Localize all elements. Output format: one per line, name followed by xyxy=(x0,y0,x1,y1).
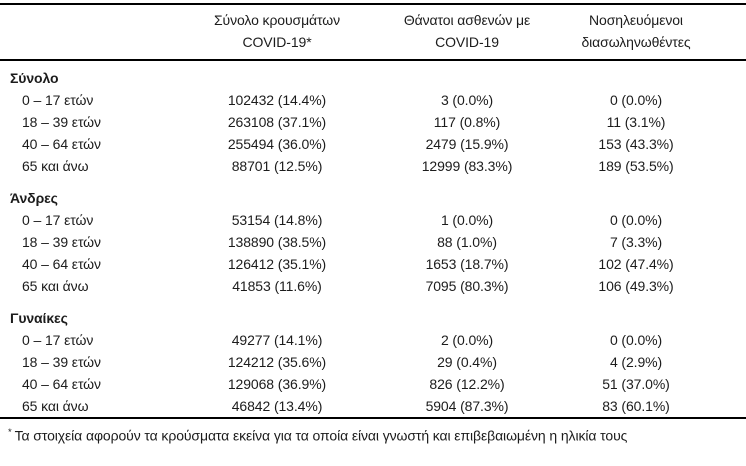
deaths-value: 1 (0.0%) xyxy=(440,212,494,228)
deaths-value: 826 (12.2%) xyxy=(429,376,505,392)
cases-value: 102432 (14.4%) xyxy=(227,92,327,108)
age-label: 18 – 39 ετών xyxy=(22,234,101,250)
section-women: Γυναίκες 0 – 17 ετών 49277 (14.1%) 2 (0.… xyxy=(0,307,746,417)
section-women-label: Γυναίκες xyxy=(10,310,68,326)
intubated-value: 51 (37.0%) xyxy=(602,376,670,392)
intubated-value: 102 (47.4%) xyxy=(598,256,674,272)
table-row: 18 – 39 ετών 138890 (38.5%) 88 (1.0%) 7 … xyxy=(0,231,746,253)
table-row: 0 – 17 ετών 49277 (14.1%) 2 (0.0%) 0 (0.… xyxy=(0,329,746,351)
table-row: 0 – 17 ετών 53154 (14.8%) 1 (0.0%) 0 (0.… xyxy=(0,209,746,231)
age-label: 65 και άνω xyxy=(22,158,89,174)
cases-value: 46842 (13.4%) xyxy=(231,398,323,414)
intubated-value: 11 (3.1%) xyxy=(606,114,666,130)
header-intubated-line1: Νοσηλευόμενοι xyxy=(589,12,683,28)
age-label: 0 – 17 ετών xyxy=(22,212,94,228)
section-men: Άνδρες 0 – 17 ετών 53154 (14.8%) 1 (0.0%… xyxy=(0,187,746,297)
table-row: 40 – 64 ετών 126412 (35.1%) 1653 (18.7%)… xyxy=(0,253,746,275)
intubated-value: 83 (60.1%) xyxy=(602,398,670,414)
section-men-label: Άνδρες xyxy=(10,190,58,206)
table-row: 0 – 17 ετών 102432 (14.4%) 3 (0.0%) 0 (0… xyxy=(0,89,746,111)
age-label: 65 και άνω xyxy=(22,398,89,414)
age-label: 65 και άνω xyxy=(22,278,89,294)
age-label: 40 – 64 ετών xyxy=(22,376,101,392)
table-header-row: Σύνολο κρουσμάτων COVID-19* Θάνατοι ασθε… xyxy=(0,5,746,59)
table-row: 65 και άνω 41853 (11.6%) 7095 (80.3%) 10… xyxy=(0,275,746,297)
deaths-value: 117 (0.8%) xyxy=(433,114,501,130)
header-cases-column: Σύνολο κρουσμάτων COVID-19* xyxy=(185,9,369,53)
intubated-value: 153 (43.3%) xyxy=(598,136,674,152)
age-label: 40 – 64 ετών xyxy=(22,256,101,272)
table-row: 65 και άνω 88701 (12.5%) 12999 (83.3%) 1… xyxy=(0,155,746,177)
cases-value: 53154 (14.8%) xyxy=(231,212,323,228)
header-cases-line2: COVID-19* xyxy=(242,34,312,50)
header-cases-line1: Σύνολο κρουσμάτων xyxy=(213,12,341,28)
age-label: 0 – 17 ετών xyxy=(22,92,94,108)
footnote-rule xyxy=(0,417,746,419)
cases-value: 49277 (14.1%) xyxy=(231,332,323,348)
deaths-value: 12999 (83.3%) xyxy=(421,158,513,174)
age-label: 40 – 64 ετών xyxy=(22,136,101,152)
intubated-value: 4 (2.9%) xyxy=(609,354,663,370)
cases-value: 129068 (36.9%) xyxy=(227,376,327,392)
cases-value: 124212 (35.6%) xyxy=(227,354,327,370)
deaths-value: 2 (0.0%) xyxy=(440,332,494,348)
cases-value: 255494 (36.0%) xyxy=(227,136,327,152)
footnote-asterisk: * xyxy=(8,427,12,438)
intubated-value: 0 (0.0%) xyxy=(609,92,663,108)
cases-value: 138890 (38.5%) xyxy=(227,234,327,250)
header-deaths-column: Θάνατοι ασθενών με COVID-19 xyxy=(369,9,565,53)
table-row: 40 – 64 ετών 129068 (36.9%) 826 (12.2%) … xyxy=(0,373,746,395)
header-rule xyxy=(0,59,746,61)
intubated-value: 189 (53.5%) xyxy=(598,158,674,174)
footnote: * Τα στοιχεία αφορούν τα κρούσματα εκείνα… xyxy=(0,419,746,445)
cases-value: 126412 (35.1%) xyxy=(227,256,327,272)
header-deaths-line2: COVID-19 xyxy=(435,34,499,50)
header-deaths-line1: Θάνατοι ασθενών με xyxy=(403,12,531,28)
deaths-value: 1653 (18.7%) xyxy=(425,256,509,272)
deaths-value: 88 (1.0%) xyxy=(437,234,497,250)
intubated-value: 0 (0.0%) xyxy=(609,212,663,228)
intubated-value: 106 (49.3%) xyxy=(598,278,674,294)
table-row: 40 – 64 ετών 255494 (36.0%) 2479 (15.9%)… xyxy=(0,133,746,155)
cases-value: 263108 (37.1%) xyxy=(227,114,327,130)
intubated-value: 7 (3.3%) xyxy=(609,234,663,250)
section-total: Σύνολο 0 – 17 ετών 102432 (14.4%) 3 (0.0… xyxy=(0,61,746,177)
age-label: 0 – 17 ετών xyxy=(22,332,94,348)
footnote-text: Τα στοιχεία αφορούν τα κρούσματα εκείνα … xyxy=(14,427,628,444)
table-row: 65 και άνω 46842 (13.4%) 5904 (87.3%) 83… xyxy=(0,395,746,417)
deaths-value: 3 (0.0%) xyxy=(440,92,494,108)
deaths-value: 7095 (80.3%) xyxy=(425,278,509,294)
header-intubated-line2: διασωληνωθέντες xyxy=(581,34,691,50)
deaths-value: 2479 (15.9%) xyxy=(425,136,509,152)
age-label: 18 – 39 ετών xyxy=(22,354,101,370)
intubated-value: 0 (0.0%) xyxy=(609,332,663,348)
section-total-label: Σύνολο xyxy=(10,70,59,86)
header-intubated-column: Νοσηλευόμενοι διασωληνωθέντες xyxy=(565,9,707,53)
cases-value: 88701 (12.5%) xyxy=(231,158,323,174)
deaths-value: 5904 (87.3%) xyxy=(425,398,509,414)
table-row: 18 – 39 ετών 124212 (35.6%) 29 (0.4%) 4 … xyxy=(0,351,746,373)
top-rule xyxy=(0,3,746,5)
deaths-value: 29 (0.4%) xyxy=(437,354,497,370)
cases-value: 41853 (11.6%) xyxy=(232,278,322,294)
age-label: 18 – 39 ετών xyxy=(22,114,101,130)
table-row: 18 – 39 ετών 263108 (37.1%) 117 (0.8%) 1… xyxy=(0,111,746,133)
